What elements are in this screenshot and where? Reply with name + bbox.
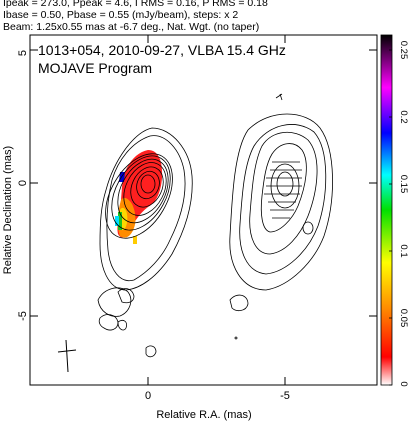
jet-contours [229,113,333,291]
polarization-vectors [264,93,302,219]
cb-tick-005: 0.05 [398,309,409,328]
plot-subtitle: MOJAVE Program [38,60,152,76]
core-contours [99,127,193,291]
x-tick-minus5: -5 [280,390,290,402]
y-axis-label: Relative Declination (mas) [2,146,14,274]
cb-tick-015: 0.15 [398,175,409,194]
x-tick-0: 0 [145,390,151,402]
header-line-1: Ipeak = 273.0, Ppeak = 4.6, I RMS = 0.16… [3,0,268,9]
cb-tick-0: 0 [398,381,409,386]
beam-cross [57,339,77,373]
colorbar-ticks [389,49,392,386]
cb-tick-02: 0.2 [398,110,409,123]
axis-ticks [30,35,377,385]
header-line-2: Ibase = 0.50, Pbase = 0.55 (mJy/beam), s… [3,9,239,21]
extended-emission-contours [97,287,249,358]
plot-frame [29,34,378,386]
y-tick-minus5: -5 [17,311,29,321]
y-tick-0: 0 [17,180,29,186]
plot-title: 1013+054, 2010-09-27, VLBA 15.4 GHz [38,42,286,58]
polarization-color-map [115,150,163,244]
colorbar [380,34,393,386]
x-axis-label: Relative R.A. (mas) [156,409,251,421]
y-tick-5: 5 [17,50,29,56]
cb-tick-025: 0.25 [398,41,409,60]
cb-tick-01: 0.1 [398,244,409,257]
header-line-3: Beam: 1.25x0.55 mas at -6.7 deg., Nat. W… [3,21,260,33]
